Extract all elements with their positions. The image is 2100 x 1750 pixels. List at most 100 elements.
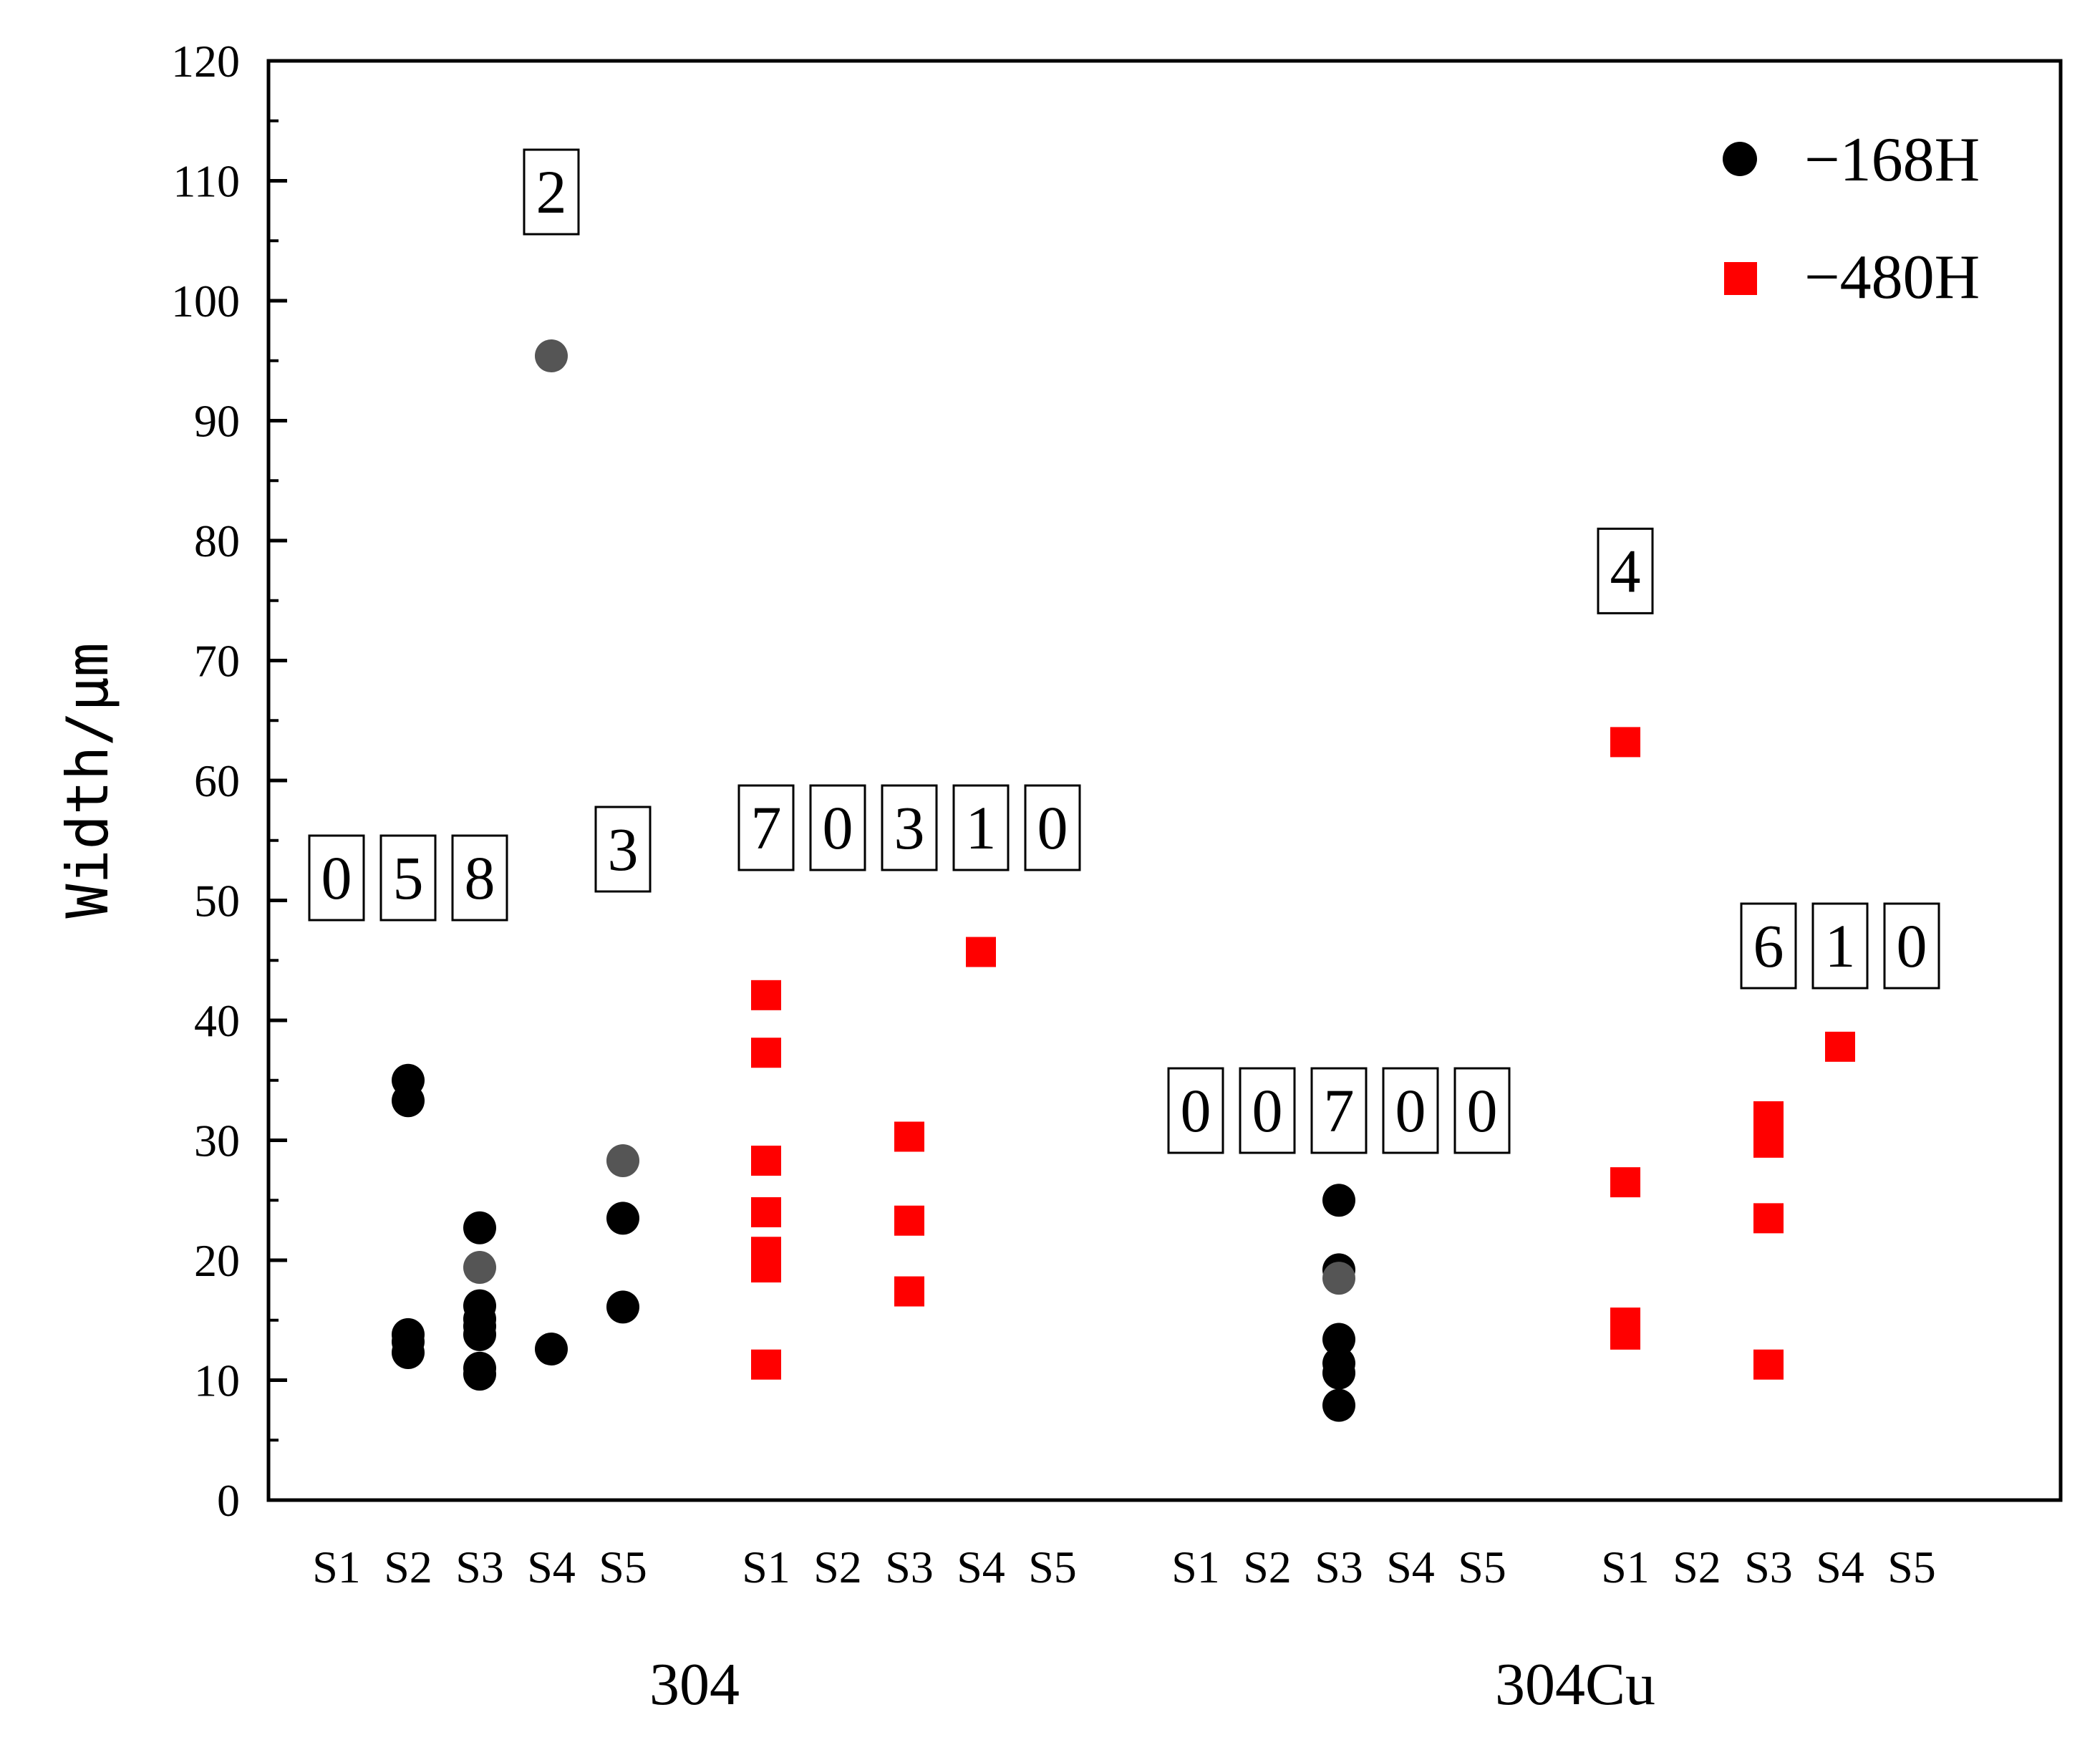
legend-marker-480h <box>1724 262 1757 295</box>
data-point <box>894 1205 924 1236</box>
count-label: 0 <box>321 843 352 912</box>
data-point <box>392 1325 425 1358</box>
data-point <box>751 980 781 1010</box>
data-point <box>751 1038 781 1068</box>
count-label: 8 <box>465 843 495 912</box>
data-point <box>463 1310 496 1343</box>
count-label: 0 <box>1181 1076 1211 1145</box>
sample-label: S4 <box>1816 1542 1864 1592</box>
count-box <box>1310 1067 1368 1154</box>
legend: −168H −480H <box>1723 125 1980 312</box>
count-box <box>809 784 866 871</box>
count-box <box>1740 902 1797 990</box>
data-point <box>1610 1167 1640 1198</box>
legend-label-168h: −168H <box>1804 125 1980 195</box>
data-point <box>606 1144 639 1177</box>
count-label: 1 <box>966 793 997 862</box>
data-point <box>894 1121 924 1152</box>
data-point <box>1322 1388 1355 1422</box>
sample-label: S5 <box>1458 1542 1506 1592</box>
sample-label: S4 <box>527 1542 576 1592</box>
count-label: 5 <box>393 843 424 912</box>
count-box <box>1597 527 1654 614</box>
data-point <box>1322 1262 1355 1295</box>
count-label: 0 <box>1395 1076 1426 1145</box>
count-label: 2 <box>536 158 567 226</box>
count-label: 0 <box>1467 1076 1498 1145</box>
legend-marker-168h <box>1723 142 1757 176</box>
count-label: 7 <box>1324 1076 1355 1145</box>
y-tick-label: 120 <box>171 36 240 87</box>
sample-label: S3 <box>1315 1542 1363 1592</box>
count-box <box>881 784 938 871</box>
data-point <box>751 1252 781 1283</box>
y-tick-label: 50 <box>194 876 240 927</box>
data-point <box>392 1084 425 1118</box>
sample-label: S4 <box>957 1542 1005 1592</box>
data-marks <box>392 339 1855 1422</box>
data-point <box>751 1349 781 1380</box>
data-point <box>966 937 996 967</box>
count-box <box>308 834 365 922</box>
count-label: 0 <box>1897 912 1927 980</box>
data-point <box>1753 1349 1784 1380</box>
count-box <box>1382 1067 1439 1154</box>
data-point <box>751 1197 781 1227</box>
y-tick-label: 0 <box>217 1475 240 1526</box>
count-label: 0 <box>1252 1076 1283 1145</box>
sample-label: S1 <box>1171 1542 1220 1592</box>
legend-label-480h: −480H <box>1804 243 1980 312</box>
sample-label: S5 <box>1887 1542 1936 1592</box>
y-tick-label: 40 <box>194 995 240 1046</box>
data-point <box>894 1276 924 1307</box>
count-box <box>952 784 1010 871</box>
data-point <box>1753 1203 1784 1234</box>
count-box <box>379 834 437 922</box>
sample-label: S2 <box>1673 1542 1721 1592</box>
count-box <box>737 784 795 871</box>
count-label: 4 <box>1610 536 1641 605</box>
count-box <box>1883 902 1940 990</box>
data-point <box>463 1211 496 1244</box>
count-label: 1 <box>1825 912 1856 980</box>
sample-label: S3 <box>455 1542 504 1592</box>
y-tick-label: 70 <box>194 636 240 687</box>
count-label: 7 <box>751 793 782 862</box>
group-label: 304Cu <box>1495 1651 1655 1718</box>
count-box <box>594 806 652 893</box>
data-point <box>535 1332 568 1365</box>
sample-label: S2 <box>384 1542 432 1592</box>
sample-label: S5 <box>1028 1542 1077 1592</box>
data-point <box>606 1290 639 1324</box>
count-box <box>451 834 508 922</box>
count-boxes: 0 5 823 7 0 3 1 00 0 7 0 046 1 0 <box>308 148 1940 1154</box>
sample-label: S1 <box>312 1542 361 1592</box>
y-tick-label: 90 <box>194 396 240 447</box>
y-tick-label: 10 <box>194 1355 240 1406</box>
count-label: 0 <box>1037 793 1068 862</box>
axes: 0 10 20 30 40 50 60 70 80 90 100 110 120 <box>171 36 287 1526</box>
sample-label: S1 <box>742 1542 790 1592</box>
sample-label: S2 <box>1243 1542 1292 1592</box>
y-axis-title: Width/μm <box>54 642 121 918</box>
sample-label: S5 <box>599 1542 647 1592</box>
count-box <box>1453 1067 1511 1154</box>
x-labels: 304 S1 S2 S3 S4 S5 S1 S2 S3 S4 S5 304Cu S1 S2 S3 S4 S5 S1… <box>312 1542 1936 1718</box>
data-point <box>463 1351 496 1385</box>
data-point <box>1825 1031 1855 1062</box>
sample-label: S2 <box>813 1542 862 1592</box>
data-point <box>1322 1184 1355 1217</box>
y-tick-label: 60 <box>194 755 240 806</box>
sample-label: S3 <box>885 1542 934 1592</box>
count-box <box>1811 902 1869 990</box>
data-point <box>751 1145 781 1176</box>
sample-label: S4 <box>1386 1542 1435 1592</box>
data-point <box>1322 1323 1355 1356</box>
y-tick-label: 30 <box>194 1116 240 1166</box>
count-box <box>523 148 580 236</box>
data-point <box>1610 1319 1640 1350</box>
count-box <box>1239 1067 1296 1154</box>
y-tick-label: 100 <box>171 276 240 327</box>
sample-label: S3 <box>1744 1542 1793 1592</box>
data-point <box>1753 1127 1784 1158</box>
